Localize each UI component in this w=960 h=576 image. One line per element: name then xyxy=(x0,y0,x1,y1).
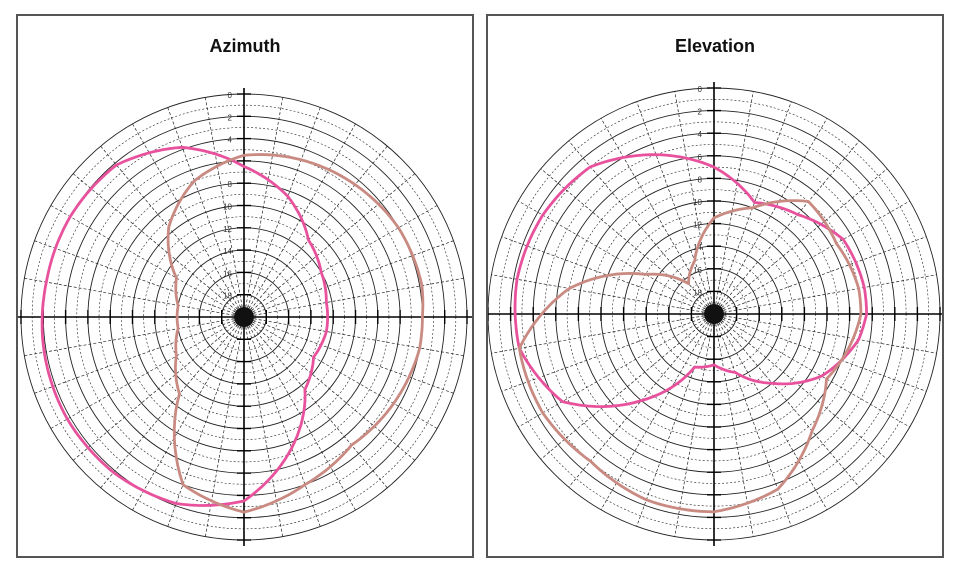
series-line-1 xyxy=(517,199,863,514)
grid-spoke xyxy=(243,316,464,357)
radial-tick-label: 16 xyxy=(223,269,232,278)
radial-tick-label: 10 xyxy=(223,203,232,212)
grid-spoke xyxy=(24,277,245,318)
grid-spoke xyxy=(167,107,245,318)
radial-tick-label: 14 xyxy=(223,247,232,256)
radial-tick-label: 6 xyxy=(228,158,233,167)
series-line-1 xyxy=(166,153,425,514)
radial-tick-label: 4 xyxy=(698,130,703,139)
radial-tick-label: 6 xyxy=(698,153,703,162)
grid-spoke xyxy=(243,316,416,461)
grid-spoke xyxy=(713,118,828,315)
grid-spoke xyxy=(636,101,715,315)
radial-tick-label: 10 xyxy=(693,198,702,207)
grid-spoke xyxy=(674,313,715,537)
center-dot xyxy=(234,307,254,327)
grid-spoke xyxy=(243,123,356,318)
grid-spoke xyxy=(713,140,860,315)
radial-tick-label: 16 xyxy=(693,266,702,275)
grid-spoke xyxy=(713,313,937,354)
radial-tick-label: 12 xyxy=(693,221,702,230)
grid-spoke xyxy=(50,316,245,429)
grid-spoke xyxy=(243,107,321,318)
grid-spoke xyxy=(713,274,937,315)
grid-spoke xyxy=(50,205,245,318)
grid-spoke xyxy=(600,118,715,315)
grid-spoke xyxy=(568,140,715,315)
grid-spoke xyxy=(713,313,888,460)
radial-tick-label: 18 xyxy=(223,292,232,301)
azimuth-polar-chart: 0 2 4 6 8 10 12 14 16 18 xyxy=(18,88,472,546)
radial-tick-label: 2 xyxy=(228,113,233,122)
grid-spoke xyxy=(713,200,910,315)
grid-spoke xyxy=(713,236,927,315)
grid-spoke xyxy=(204,97,245,318)
azimuth-panel: Azimuth 0 2 4 6 8 10 12 14 16 18 xyxy=(16,14,474,558)
grid-spoke xyxy=(243,97,284,318)
grid-spoke xyxy=(72,173,245,318)
grid-spoke xyxy=(491,274,715,315)
grid-spoke xyxy=(674,91,715,315)
grid-spoke xyxy=(540,313,715,460)
elevation-panel: Elevation 0 2 4 6 8 10 12 14 16 18 xyxy=(486,14,944,558)
grid-spoke xyxy=(243,173,416,318)
center-dot xyxy=(704,304,724,324)
polar-axes: 0 2 4 6 8 10 12 14 16 18 xyxy=(18,88,472,546)
radial-tick-label: 8 xyxy=(698,175,703,184)
grid-spoke xyxy=(243,316,356,511)
grid-spoke xyxy=(713,313,910,428)
grid-spoke xyxy=(636,313,715,527)
grid-spoke xyxy=(243,316,388,489)
radial-tick-label: 12 xyxy=(223,225,232,234)
grid-spoke xyxy=(713,168,888,315)
radial-tick-label: 2 xyxy=(698,108,703,117)
radial-tick-label: 18 xyxy=(693,288,702,297)
grid-spoke xyxy=(491,313,715,354)
grid-spoke xyxy=(243,316,321,527)
grid-spoke xyxy=(243,316,284,537)
grid-spoke xyxy=(518,313,715,428)
grid-spoke xyxy=(100,145,245,318)
grid-spoke xyxy=(24,316,245,357)
radial-tick-label: 8 xyxy=(228,180,233,189)
series-line-0 xyxy=(40,145,329,507)
radial-tick-label: 0 xyxy=(698,85,703,94)
grid-spoke xyxy=(600,313,715,510)
grid-spoke xyxy=(501,313,715,392)
grid-spoke xyxy=(132,123,245,318)
grid-spoke xyxy=(243,316,454,394)
grid-spoke xyxy=(132,316,245,511)
elevation-title: Elevation xyxy=(674,36,756,56)
azimuth-title: Azimuth xyxy=(209,36,281,56)
grid-spoke xyxy=(34,240,245,318)
grid-spoke xyxy=(243,145,388,318)
grid-spoke xyxy=(713,91,754,315)
series-line-0 xyxy=(513,153,868,408)
grid-spoke xyxy=(167,316,245,527)
grid-spoke xyxy=(713,313,860,488)
grid-spoke xyxy=(100,316,245,489)
radial-tick-label: 4 xyxy=(228,136,233,145)
grid-spoke xyxy=(243,316,438,429)
grid-spoke xyxy=(72,316,245,461)
grid-spoke xyxy=(713,313,927,392)
grid-spoke xyxy=(713,313,792,527)
grid-spoke xyxy=(518,200,715,315)
grid-spoke xyxy=(34,316,245,394)
grid-spoke xyxy=(243,277,464,318)
grid-spoke xyxy=(713,313,828,510)
radial-tick-label: 0 xyxy=(228,91,233,100)
grid-spoke xyxy=(243,240,454,318)
grid-spoke xyxy=(243,205,438,318)
